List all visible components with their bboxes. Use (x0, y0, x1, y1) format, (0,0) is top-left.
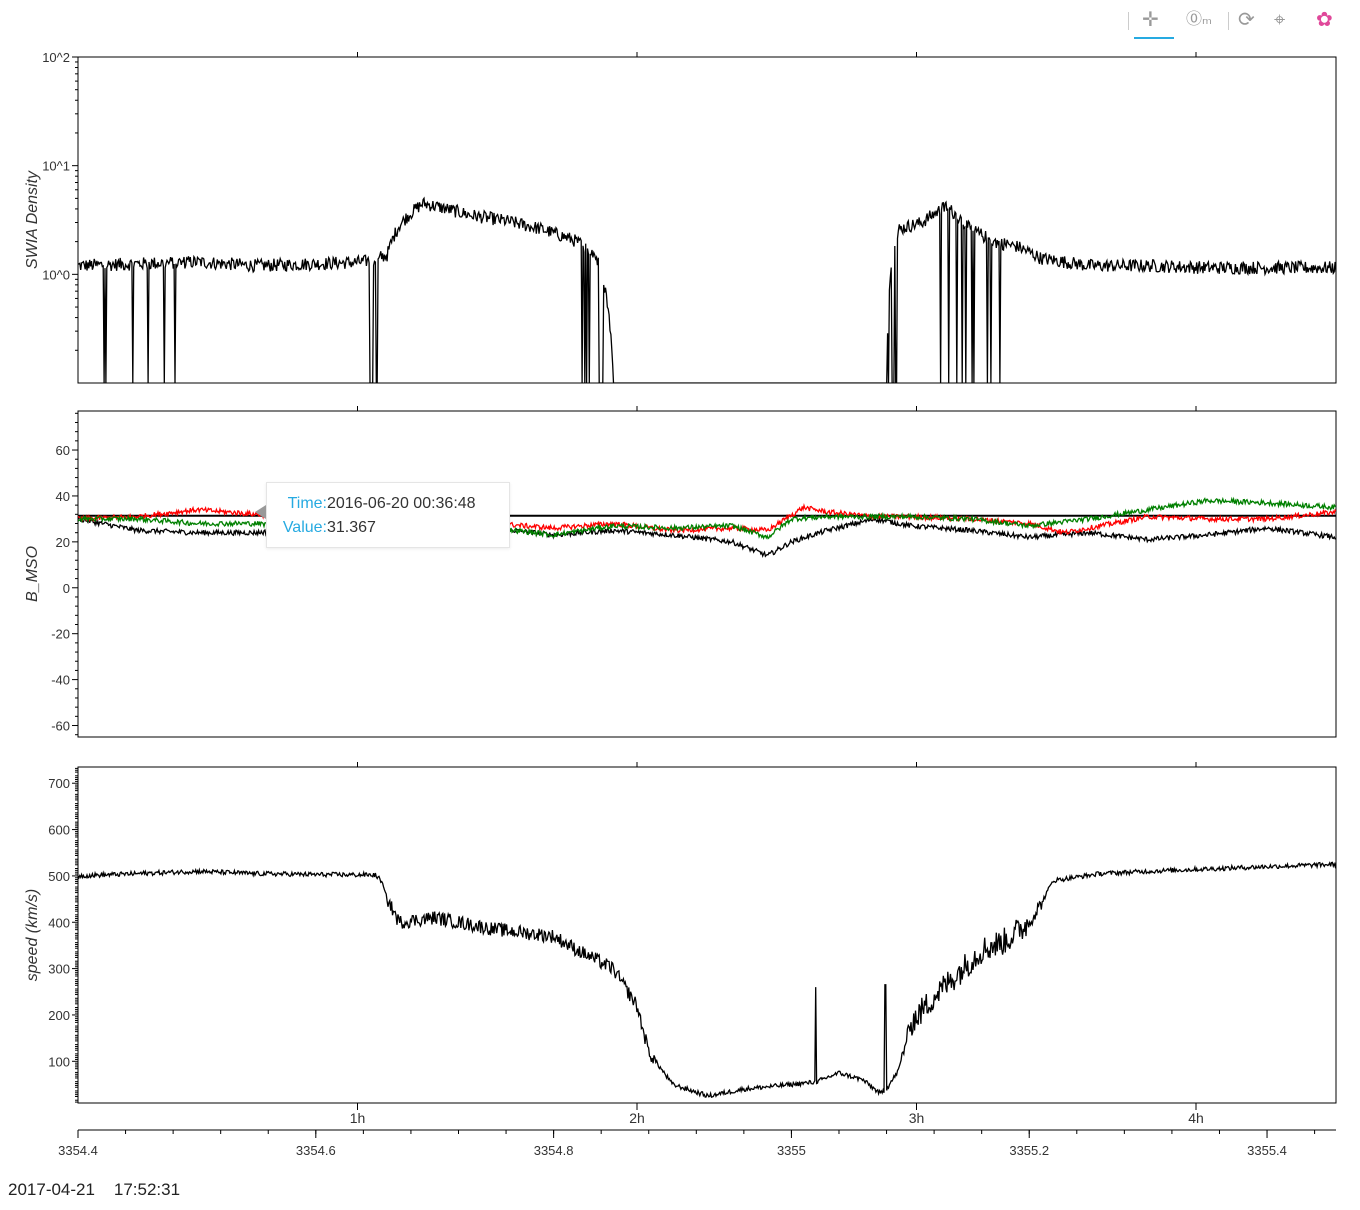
hour-tick-label: 4h (1188, 1110, 1204, 1126)
y-tick-label: -40 (51, 673, 70, 688)
panel-density: 10^0 10^1 10^2 SWIA Density (24, 50, 1337, 384)
x-tick-label: 3355 (777, 1143, 806, 1158)
plot-toolbar: ✛ ⓪ₘ ⟳ ⌖ ✿ (1120, 4, 1350, 39)
x-axis: 1h 2h 3h 4h 3354.4 3354.6 3354.8 3355 3355.2 3355… (58, 1103, 1336, 1158)
footer-time: 17:52:31 (113, 1180, 181, 1199)
speed-series-0 (78, 861, 1336, 1099)
footer-timestamp: 2017-04-21 17:52:31 (8, 1180, 180, 1200)
x-tick-label: 3354.8 (534, 1143, 574, 1158)
pan-tool-icon[interactable]: ✛ (1142, 9, 1159, 31)
plot-frame (77, 56, 1337, 384)
tooltip-pointer (255, 505, 266, 519)
y-tick-label: 0 (63, 581, 70, 596)
y-tick-label: 10^2 (42, 50, 70, 65)
wheel-zoom-tool-icon[interactable]: ⓪ₘ (1186, 11, 1212, 28)
active-tool-indicator (1134, 37, 1174, 39)
footer-date: 2017-04-21 (8, 1180, 95, 1199)
y-tick-label: -60 (51, 719, 70, 734)
panel-bmso: -60 -40 -20 0 20 40 60 B_MSO (24, 406, 1337, 738)
y-tick-label: 500 (48, 869, 70, 884)
y-tick-label: 600 (48, 823, 70, 838)
plot-frame (77, 410, 1337, 738)
y-tick-label: -20 (51, 627, 70, 642)
y-tick-label: 10^1 (42, 159, 70, 174)
y-tick-label: 20 (56, 535, 70, 550)
y-tick-label: 60 (56, 443, 70, 458)
hour-tick-label: 2h (629, 1110, 645, 1126)
panel-speed: 100 200 300 400 500 600 700 speed (km/s) (24, 762, 1337, 1104)
tooltip-time-label: Time: (287, 495, 327, 512)
y-tick-label: 10^0 (42, 267, 70, 282)
x-tick-label: 3354.4 (58, 1143, 98, 1158)
hour-tick-label: 3h (909, 1110, 925, 1126)
speed-y-axis-label: speed (km/s) (24, 889, 41, 981)
toolbar-separator (1128, 12, 1129, 30)
crosshair-tool-icon[interactable]: ⌖ (1274, 9, 1286, 31)
y-tick-label: 300 (48, 962, 70, 977)
toolbar-separator (1228, 12, 1229, 30)
density-y-axis-label: SWIA Density (24, 170, 41, 269)
x-tick-label: 3355.4 (1247, 1143, 1287, 1158)
reset-tool-icon[interactable]: ⟳ (1238, 9, 1255, 31)
stacked-time-series-chart[interactable]: 10^0 10^1 10^2 SWIA Density -60 -40 -20 0 20 40 60… (0, 0, 1360, 1180)
x-tick-label: 3354.6 (296, 1143, 336, 1158)
tooltip-value-label: Value: (282, 519, 327, 536)
tooltip-time-value: 2016-06-20 00:36:48 (327, 495, 476, 512)
bmso-y-axis-label: B_MSO (24, 546, 41, 602)
y-tick-label: 400 (48, 915, 70, 930)
x-tick-label: 3355.2 (1009, 1143, 1049, 1158)
tooltip-value-value: 31.367 (327, 519, 376, 536)
density-series-0 (78, 196, 1336, 383)
hour-tick-label: 1h (350, 1110, 366, 1126)
y-tick-label: 200 (48, 1008, 70, 1023)
plot-frame (77, 766, 1337, 1104)
y-tick-label: 100 (48, 1054, 70, 1069)
bokeh-logo-icon[interactable]: ✿ (1316, 9, 1333, 31)
hover-tooltip: Time:2016-06-20 00:36:48 Value:31.367 (255, 482, 510, 548)
y-tick-label: 40 (56, 489, 70, 504)
y-tick-label: 700 (48, 776, 70, 791)
